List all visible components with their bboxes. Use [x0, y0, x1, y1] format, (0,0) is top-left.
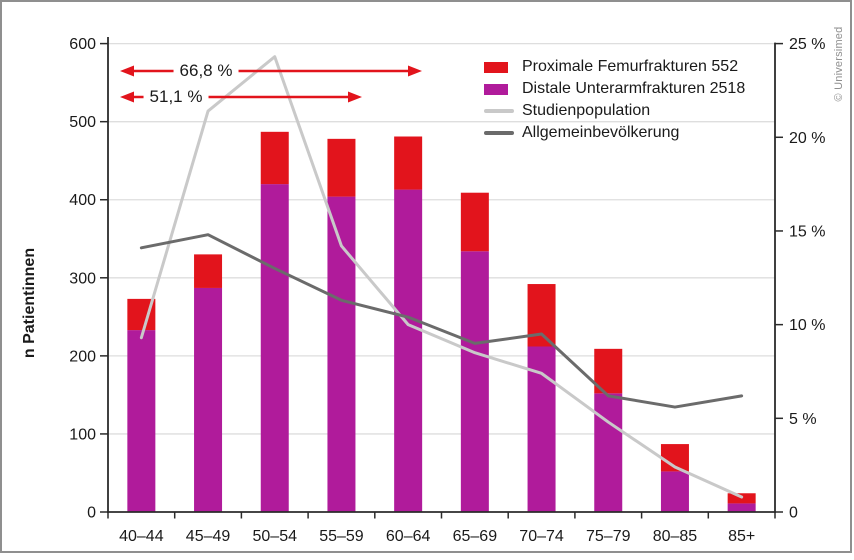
x-axis-tick-label: 55–59 [319, 528, 364, 545]
left-axis-tick-label: 0 [87, 505, 96, 522]
bar-distale-65–69 [460, 251, 489, 513]
bar-distale-55–59 [327, 196, 356, 513]
bar-proximale-45–49 [194, 254, 223, 288]
line-studienpopulation [139, 55, 744, 499]
bar-distale-80–85 [660, 471, 689, 512]
line-allgemeinbevölkerung [139, 233, 744, 409]
legend-swatch-red-icon [484, 61, 508, 73]
bar-distale-40–44 [127, 330, 156, 512]
bar-proximale-55–59 [327, 138, 356, 197]
bar-proximale-50–54 [260, 131, 289, 185]
legend-swatch-lightgray-line-icon [484, 109, 514, 113]
bar-proximale-70–74 [527, 284, 556, 347]
x-axis-tick-label: 65–69 [453, 528, 498, 545]
bar-distale-45–49 [194, 287, 223, 512]
left-axis-tick-label: 100 [69, 426, 96, 443]
legend: Proximale Femurfrakturen 552 Distale Unt… [484, 56, 745, 144]
arrow-right-head-icon [348, 91, 362, 103]
left-axis-tick-label: 200 [69, 348, 96, 365]
copyright-credit: © Universimed [833, 26, 845, 102]
x-axis-tick-label: 80–85 [653, 528, 698, 545]
legend-label: Studienpopulation [522, 102, 651, 119]
legend-item-allgemeinbevoelkerung: Allgemeinbevölkerung [484, 122, 745, 144]
legend-swatch-darkgray-line-icon [484, 131, 514, 135]
left-axis-tick-label: 500 [69, 114, 96, 131]
bar-distale-75–79 [594, 393, 623, 512]
annotation-51-1-percent: 51,1 % [143, 87, 209, 107]
legend-item-distale: Distale Unterarmfrakturen 2518 [484, 78, 745, 100]
arrow-right-head-icon [408, 65, 422, 77]
right-axis-tick-label: 0 [789, 505, 798, 522]
arrow-left-head-icon [120, 65, 134, 77]
x-axis-tick-label: 85+ [728, 528, 755, 545]
legend-item-proximale: Proximale Femurfrakturen 552 [484, 56, 745, 78]
left-axis-tick-label: 600 [69, 36, 96, 53]
bar-proximale-60–64 [394, 136, 423, 190]
arrow-left-head-icon [120, 91, 134, 103]
y-axis-title: n Patientinnen [21, 247, 38, 359]
right-axis-tick-label: 15 % [789, 223, 825, 240]
annotation-66-8-percent: 66,8 % [173, 61, 239, 81]
right-axis-tick-label: 25 % [789, 36, 825, 53]
right-axis-tick-label: 10 % [789, 317, 825, 334]
bar-proximale-65–69 [460, 192, 489, 252]
legend-label: Proximale Femurfrakturen 552 [522, 58, 739, 75]
bar-distale-85+ [727, 503, 756, 512]
x-axis-tick-label: 40–44 [119, 528, 164, 545]
x-axis-tick-label: 75–79 [586, 528, 631, 545]
bar-distale-50–54 [260, 184, 289, 512]
right-axis-tick-label: 20 % [789, 130, 825, 147]
legend-label: Distale Unterarmfrakturen 2518 [522, 80, 746, 97]
bar-distale-60–64 [394, 189, 423, 513]
legend-swatch-magenta-icon [484, 83, 508, 95]
left-axis-tick-label: 400 [69, 192, 96, 209]
legend-label: Allgemeinbevölkerung [522, 124, 680, 141]
x-axis-tick-label: 60–64 [386, 528, 431, 545]
x-axis-tick-label: 50–54 [253, 528, 298, 545]
x-axis-tick-label: 70–74 [519, 528, 564, 545]
right-axis-tick-label: 5 % [789, 411, 817, 428]
legend-item-studienpopulation: Studienpopulation [484, 100, 745, 122]
x-axis-tick-label: 45–49 [186, 528, 231, 545]
left-axis-tick-label: 300 [69, 270, 96, 287]
